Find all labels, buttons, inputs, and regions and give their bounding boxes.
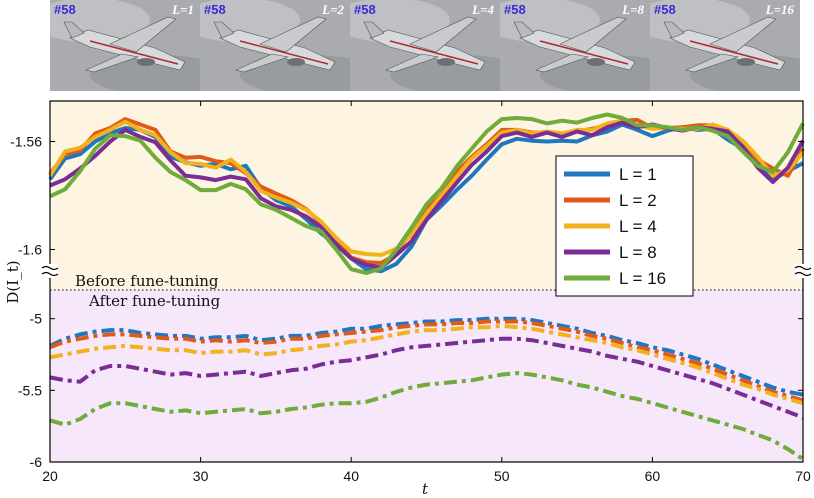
annotation-after: After fune-tuning [88, 292, 221, 310]
y-tick-label: -1.56 [10, 134, 42, 150]
lower-series-group [49, 316, 805, 461]
thumbnail-layer-label: L=1 [172, 2, 194, 17]
legend-label: L = 1 [619, 165, 657, 184]
airplane-image [500, 0, 650, 91]
thumbnail-L8: #58 L=8 [500, 0, 650, 91]
y-axis-title: D(I_t) [4, 260, 22, 303]
thumbnail-id: #58 [204, 2, 226, 17]
lower-panel-background [50, 290, 803, 462]
axis-break-right [794, 264, 812, 278]
airplane-image [350, 0, 500, 91]
airplane-image [650, 0, 800, 91]
x-tick-label: 20 [42, 468, 58, 484]
thumbnail-strip: #58 L=1 #58 L=2 #58 L=4 #58 L=8 #58 L=16 [50, 0, 802, 91]
thumbnail-id: #58 [654, 2, 676, 17]
axis-break-left [41, 264, 59, 278]
plot-frame [49, 100, 804, 463]
lower-line-8 [49, 336, 804, 420]
legend-label: L = 8 [619, 243, 657, 262]
legend: L = 1 L = 2 L = 4 L = 8 L = 16 [555, 155, 694, 297]
thumbnail-L1: #58 L=1 [50, 0, 200, 91]
x-tick-label: 30 [193, 468, 209, 484]
legend-label: L = 2 [619, 191, 657, 210]
lower-line-16 [49, 371, 805, 461]
y-tick-label: -6 [30, 454, 43, 470]
x-tick-label: 70 [795, 468, 811, 484]
y-tick-label: -5 [30, 311, 43, 327]
thumbnail-layer-label: L=8 [622, 2, 644, 17]
thumbnail-id: #58 [354, 2, 376, 17]
thumbnail-layer-label: L=2 [322, 2, 344, 17]
legend-label: L = 4 [619, 217, 657, 236]
thumbnail-layer-label: L=4 [472, 2, 494, 17]
annotation-before: Before fune-tuning [75, 272, 219, 290]
upper-series-group [48, 112, 805, 275]
x-tick-label: 60 [645, 468, 661, 484]
x-axis-title: t [422, 480, 429, 498]
thumbnail-L16: #58 L=16 [650, 0, 800, 91]
upper-line-16 [49, 112, 805, 275]
y-tick-label: -1.6 [18, 242, 42, 258]
legend-label: L = 16 [619, 269, 666, 288]
thumbnail-layer-label: L=16 [765, 2, 794, 17]
thumbnail-id: #58 [504, 2, 526, 17]
lower-line-4 [49, 323, 804, 406]
airplane-image [50, 0, 200, 91]
lower-line-2 [49, 319, 804, 403]
airplane-image [200, 0, 350, 91]
thumbnail-id: #58 [54, 2, 76, 17]
thumbnail-L4: #58 L=4 [350, 0, 500, 91]
y-tick-label: -5.5 [18, 382, 42, 398]
lower-line-1 [49, 316, 804, 397]
x-tick-label: 40 [343, 468, 359, 484]
x-tick-label: 50 [494, 468, 510, 484]
thumbnail-L2: #58 L=2 [200, 0, 350, 91]
